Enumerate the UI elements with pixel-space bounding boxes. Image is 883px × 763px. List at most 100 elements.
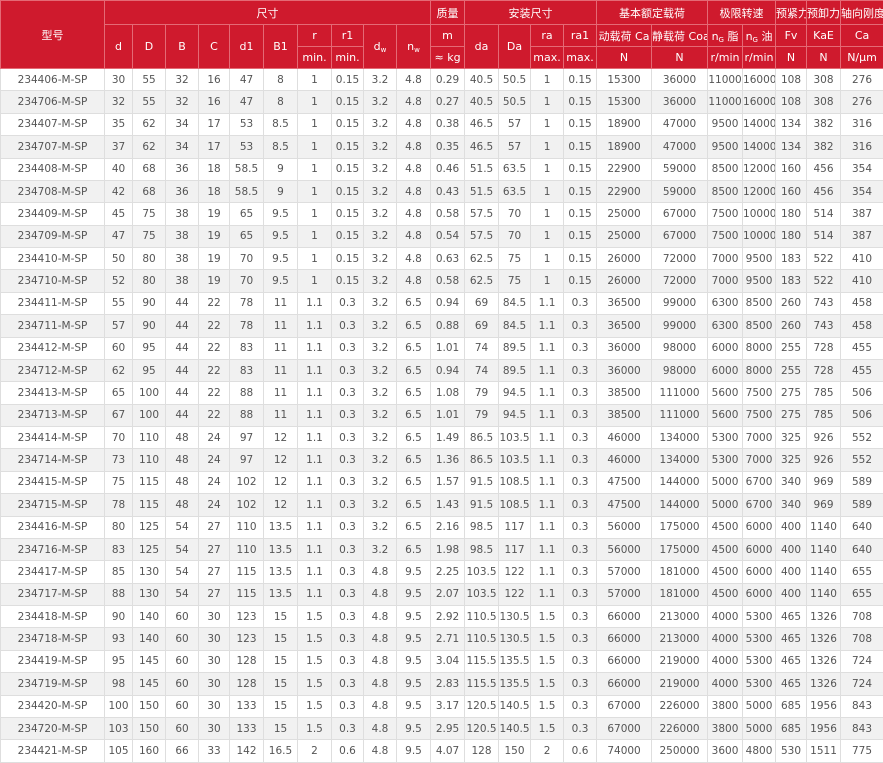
value-cell: 85	[105, 561, 133, 583]
value-cell: 66000	[597, 606, 652, 628]
value-cell: 0.43	[431, 180, 465, 202]
value-cell: 24	[199, 494, 230, 516]
value-cell: 30	[199, 650, 230, 672]
value-cell: 325	[776, 449, 807, 471]
value-cell: 4.07	[431, 740, 465, 762]
value-cell: 12	[264, 471, 298, 493]
value-cell: 1.1	[531, 359, 564, 381]
value-cell: 1	[298, 225, 332, 247]
value-cell: 0.3	[564, 494, 597, 516]
value-cell: 27	[199, 516, 230, 538]
value-cell: 8.5	[264, 136, 298, 158]
model-cell: 234710-M-SP	[1, 270, 105, 292]
value-cell: 14000	[743, 136, 776, 158]
column-label: Da	[507, 40, 522, 53]
column-header: dw	[364, 25, 397, 69]
value-cell: 57000	[597, 561, 652, 583]
value-cell: 65	[230, 225, 264, 247]
value-cell: 133	[230, 695, 264, 717]
column-label: B	[178, 40, 186, 53]
column-header: Fv	[776, 25, 807, 47]
value-cell: 4.8	[397, 136, 431, 158]
value-cell: 17	[199, 113, 230, 135]
value-cell: 84.5	[499, 315, 531, 337]
value-cell: 91.5	[465, 471, 499, 493]
value-cell: 7000	[708, 248, 743, 270]
value-cell: 86.5	[465, 449, 499, 471]
value-cell: 308	[807, 91, 841, 113]
column-label: 静载荷 Coa	[652, 30, 708, 43]
value-cell: 44	[166, 382, 199, 404]
value-cell: 316	[841, 113, 883, 135]
value-cell: 57.5	[465, 203, 499, 225]
value-cell: 128	[465, 740, 499, 762]
value-cell: 9	[264, 180, 298, 202]
value-cell: 1.1	[298, 337, 332, 359]
value-cell: 522	[807, 270, 841, 292]
value-cell: 8000	[743, 359, 776, 381]
column-label: r1	[342, 29, 354, 42]
value-cell: 181000	[652, 561, 708, 583]
model-cell: 234411-M-SP	[1, 292, 105, 314]
value-cell: 38	[166, 270, 199, 292]
value-cell: 15	[264, 717, 298, 739]
value-cell: 135.5	[499, 650, 531, 672]
value-cell: 38	[166, 248, 199, 270]
value-cell: 1.1	[298, 516, 332, 538]
value-cell: 3.2	[364, 113, 397, 135]
value-cell: 11	[264, 404, 298, 426]
value-cell: 0.15	[332, 136, 364, 158]
value-cell: 16	[199, 69, 230, 91]
column-label: d	[374, 40, 381, 53]
value-cell: 0.88	[431, 315, 465, 337]
value-cell: 110	[230, 538, 264, 560]
unit-header: r/min	[708, 47, 743, 69]
value-cell: 514	[807, 203, 841, 225]
value-cell: 340	[776, 494, 807, 516]
value-cell: 4500	[708, 538, 743, 560]
value-cell: 1511	[807, 740, 841, 762]
value-cell: 54	[166, 583, 199, 605]
value-cell: 36	[166, 158, 199, 180]
value-cell: 3.2	[364, 270, 397, 292]
value-cell: 0.54	[431, 225, 465, 247]
unit-header: r/min	[743, 47, 776, 69]
value-cell: 6.5	[397, 382, 431, 404]
value-cell: 0.3	[332, 583, 364, 605]
value-cell: 134000	[652, 449, 708, 471]
column-header: ra	[531, 25, 564, 47]
value-cell: 2.25	[431, 561, 465, 583]
value-cell: 115.5	[465, 650, 499, 672]
value-cell: 44	[166, 292, 199, 314]
value-cell: 50.5	[499, 69, 531, 91]
column-header: KaE	[807, 25, 841, 47]
model-cell: 234719-M-SP	[1, 673, 105, 695]
value-cell: 1.98	[431, 538, 465, 560]
value-cell: 56000	[597, 516, 652, 538]
value-cell: 60	[166, 628, 199, 650]
value-cell: 79	[465, 404, 499, 426]
value-cell: 0.15	[564, 225, 597, 247]
value-cell: 98000	[652, 337, 708, 359]
value-cell: 19	[199, 203, 230, 225]
value-cell: 183	[776, 248, 807, 270]
value-cell: 1.5	[298, 695, 332, 717]
value-cell: 0.15	[564, 248, 597, 270]
value-cell: 14000	[743, 113, 776, 135]
group-header: 极限转速	[708, 1, 776, 25]
value-cell: 11	[264, 359, 298, 381]
value-cell: 60	[166, 606, 199, 628]
value-cell: 33	[199, 740, 230, 762]
value-cell: 4000	[708, 673, 743, 695]
value-cell: 115	[133, 494, 166, 516]
value-cell: 70	[230, 248, 264, 270]
value-cell: 0.27	[431, 91, 465, 113]
value-cell: 60	[166, 673, 199, 695]
value-cell: 6000	[708, 359, 743, 381]
value-cell: 0.15	[564, 158, 597, 180]
